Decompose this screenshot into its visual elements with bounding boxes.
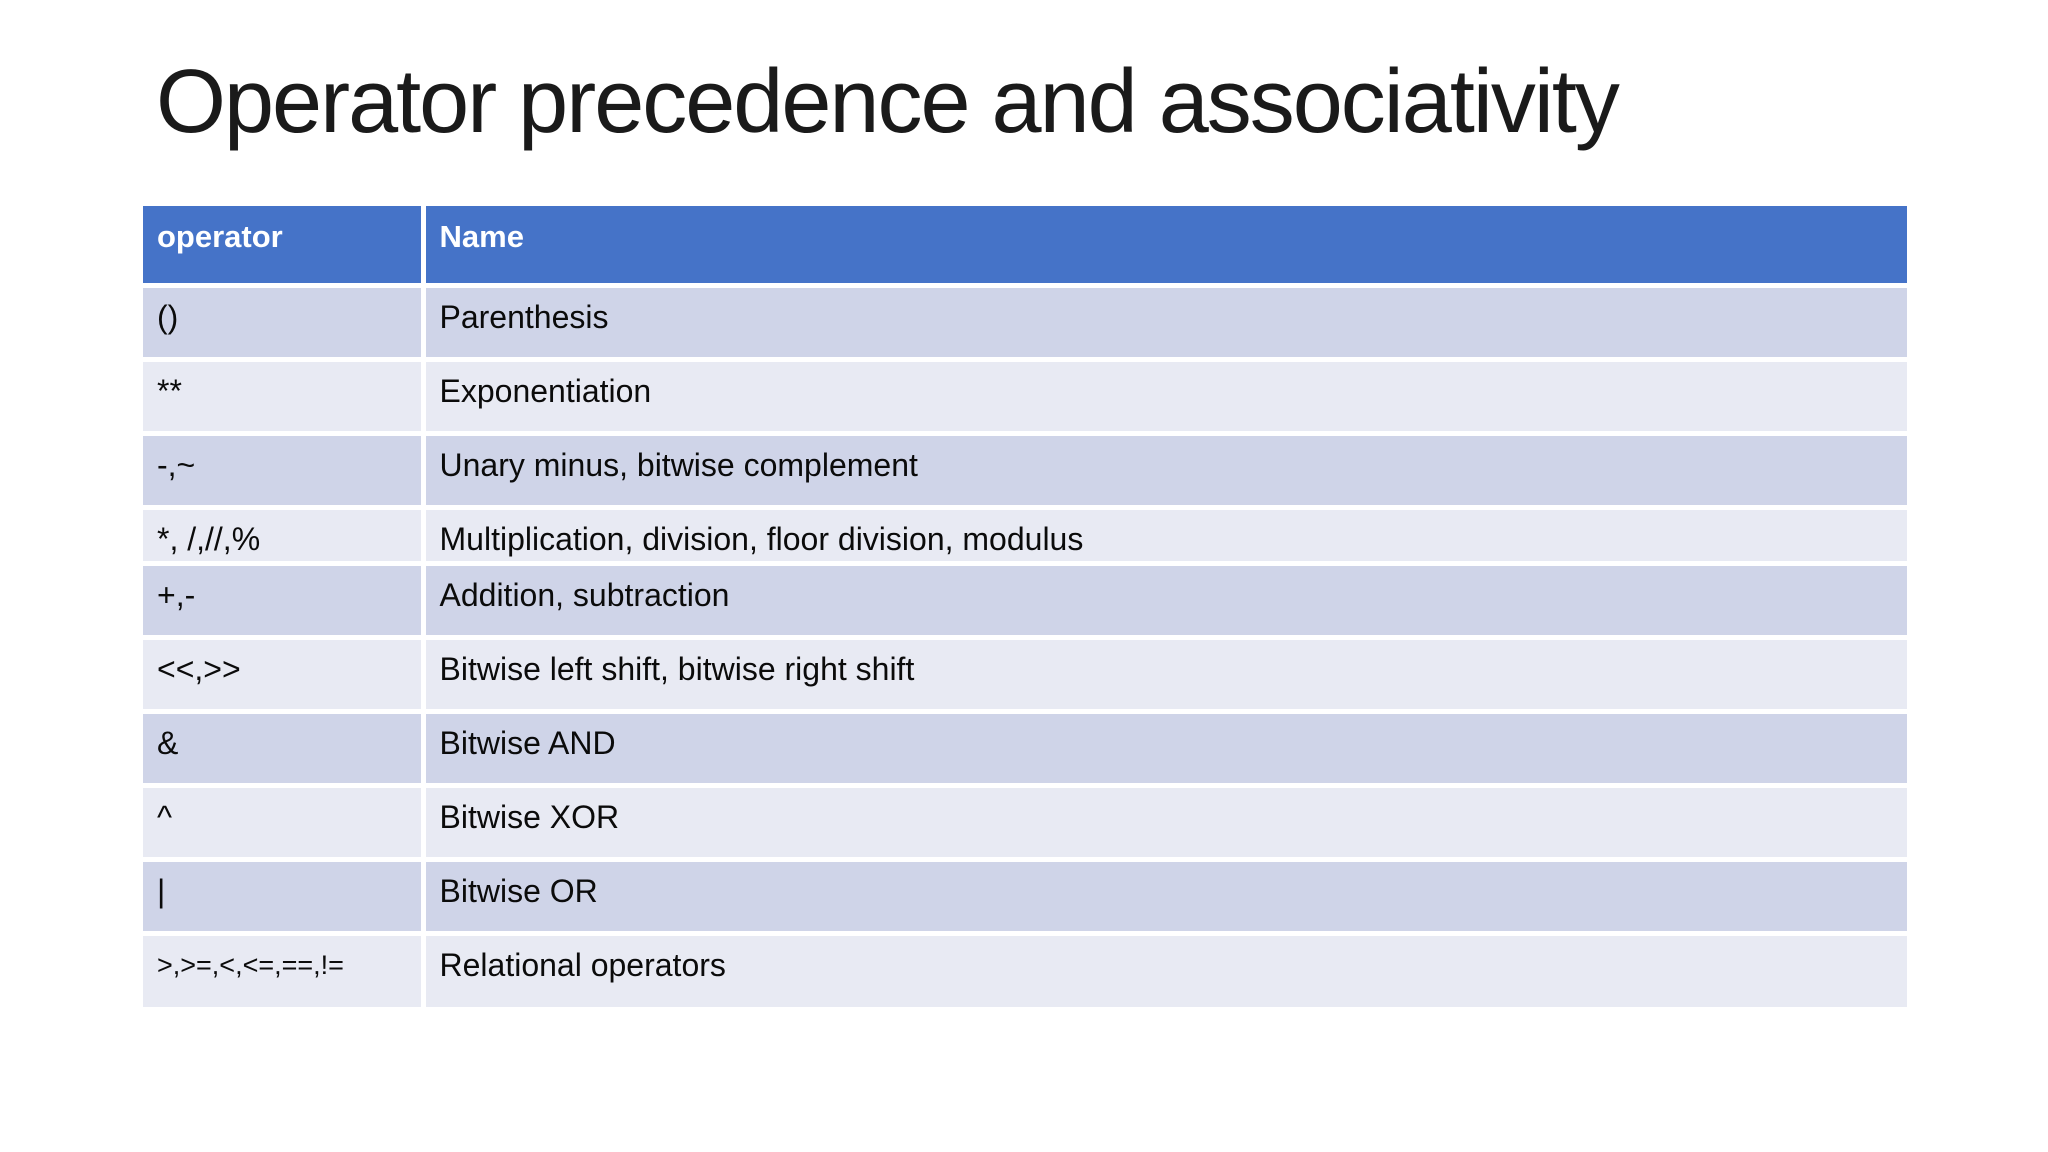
slide-title: Operator precedence and associativity: [156, 52, 1620, 152]
table-row: -,~ Unary minus, bitwise complement: [143, 430, 1907, 510]
table-row: ** Exponentiation: [143, 356, 1907, 436]
operator-cell: (): [143, 282, 426, 362]
operator-cell: **: [143, 356, 426, 436]
name-cell: Addition, subtraction: [420, 560, 1907, 640]
column-header-name: Name: [420, 206, 1907, 288]
table-row: +,- Addition, subtraction: [143, 560, 1907, 640]
column-header-operator: operator: [143, 206, 426, 288]
name-cell: Parenthesis: [420, 282, 1907, 362]
table-row: <<,>> Bitwise left shift, bitwise right s…: [143, 634, 1907, 714]
operator-cell: >,>=,<,<=,==,!=: [143, 930, 426, 1007]
operator-cell: -,~: [143, 430, 426, 510]
table-header: operator Name: [143, 206, 1907, 288]
name-cell: Unary minus, bitwise complement: [420, 430, 1907, 510]
name-cell: Bitwise left shift, bitwise right shift: [420, 634, 1907, 714]
operator-cell: &: [143, 708, 426, 788]
operator-cell: *, /,//,%: [143, 504, 426, 566]
table-row: () Parenthesis: [143, 282, 1907, 362]
operator-cell: +,-: [143, 560, 426, 640]
table-row: *, /,//,% Multiplication, division, floor…: [143, 504, 1907, 566]
table-header-row: operator Name: [143, 206, 1907, 288]
table-row: ^ Bitwise XOR: [143, 782, 1907, 862]
name-cell: Exponentiation: [420, 356, 1907, 436]
table-row: & Bitwise AND: [143, 708, 1907, 788]
table-row: | Bitwise OR: [143, 856, 1907, 936]
name-cell: Bitwise OR: [420, 856, 1907, 936]
operator-cell: <<,>>: [143, 634, 426, 714]
operator-cell: ^: [143, 782, 426, 862]
name-cell: Bitwise XOR: [420, 782, 1907, 862]
name-cell: Multiplication, division, floor division…: [420, 504, 1907, 566]
name-cell: Relational operators: [420, 930, 1907, 1007]
name-cell: Bitwise AND: [420, 708, 1907, 788]
table-row: >,>=,<,<=,==,!= Relational operators: [143, 930, 1907, 1007]
operator-precedence-table: operator Name () Parenthesis ** Exponentiat…: [143, 206, 1907, 1007]
table-body: () Parenthesis ** Exponentiation -,~ Unary mi…: [143, 282, 1907, 1007]
operator-cell: |: [143, 856, 426, 936]
